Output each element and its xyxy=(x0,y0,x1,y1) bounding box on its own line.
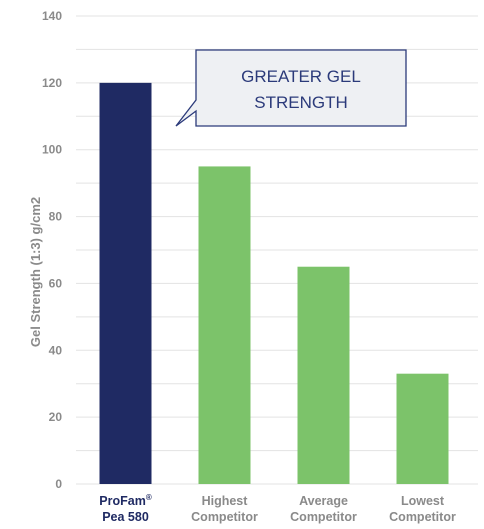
bar xyxy=(297,266,350,484)
y-tick-label: 120 xyxy=(42,76,62,90)
y-tick-label: 80 xyxy=(49,210,63,224)
x-tick-label: Competitor xyxy=(290,510,357,524)
x-tick-label: Average xyxy=(299,494,348,508)
callout-line-1: GREATER GEL xyxy=(241,67,361,86)
y-tick-label: 60 xyxy=(49,276,63,290)
bar xyxy=(198,166,251,484)
x-tick-label: Competitor xyxy=(389,510,456,524)
y-axis-ticks: 0 20 40 60 80 100 120 140 xyxy=(42,9,62,491)
bar xyxy=(99,82,152,484)
y-tick-label: 20 xyxy=(49,410,63,424)
y-tick-label: 100 xyxy=(42,143,62,157)
y-axis-label: Gel Strength (1:3) g/cm2 xyxy=(28,197,43,347)
callout-line-2: STRENGTH xyxy=(254,93,348,112)
x-axis-labels: ProFam® Pea 580 Highest Competitor Average Co… xyxy=(99,493,456,524)
x-tick-label: Highest xyxy=(202,494,249,508)
y-tick-label: 40 xyxy=(49,343,63,357)
bars xyxy=(99,82,449,484)
y-tick-label: 0 xyxy=(55,477,62,491)
callout: GREATER GEL STRENGTH xyxy=(175,49,407,127)
x-tick-label: Pea 580 xyxy=(102,510,149,524)
bar xyxy=(396,373,449,484)
x-tick-label: ProFam® xyxy=(99,493,152,508)
x-tick-label: Competitor xyxy=(191,510,258,524)
callout-box xyxy=(175,49,407,127)
y-tick-label: 140 xyxy=(42,9,62,23)
x-tick-label: Lowest xyxy=(401,494,445,508)
